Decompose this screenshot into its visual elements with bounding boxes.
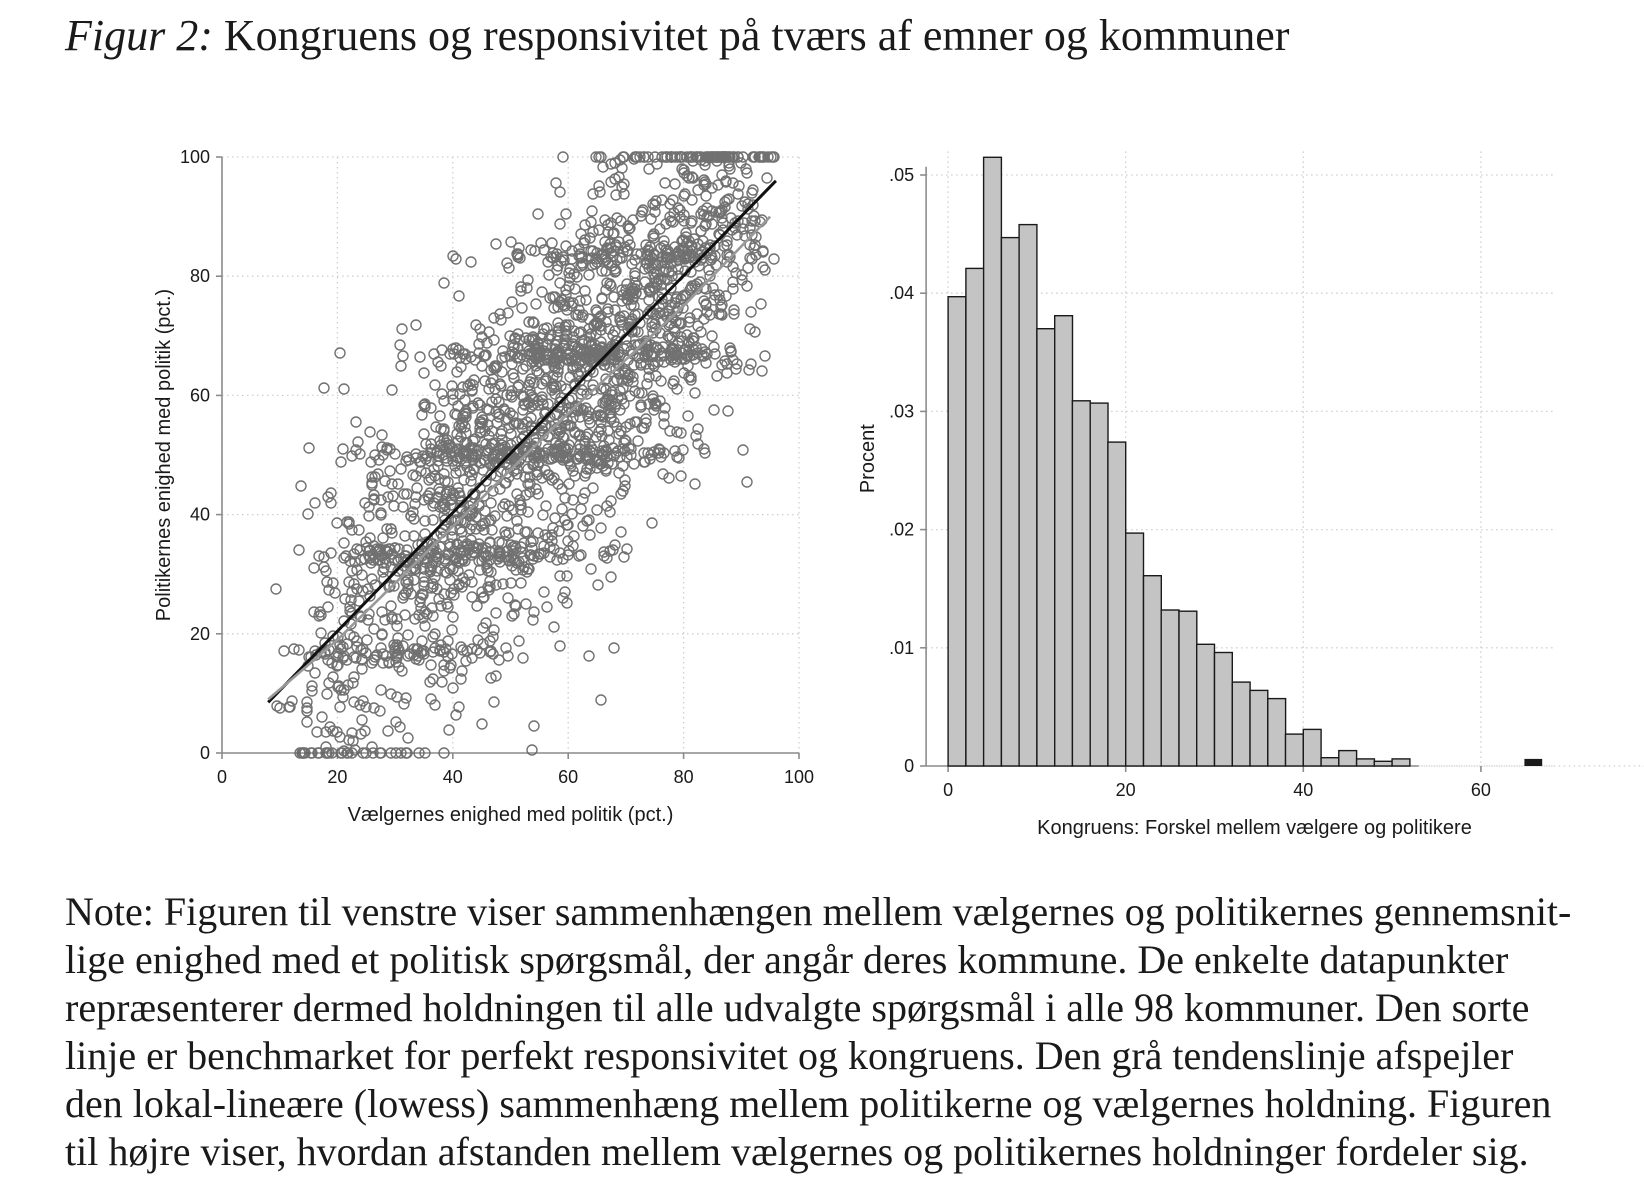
svg-text:20: 20 [190, 624, 210, 644]
svg-text:Procent: Procent [857, 424, 879, 493]
svg-text:.03: .03 [889, 401, 914, 421]
svg-text:0: 0 [904, 756, 914, 776]
svg-text:100: 100 [180, 147, 210, 167]
svg-text:60: 60 [1471, 780, 1491, 800]
svg-text:60: 60 [190, 385, 210, 405]
svg-text:0: 0 [217, 767, 227, 787]
svg-text:20: 20 [1116, 780, 1136, 800]
svg-text:.01: .01 [889, 638, 914, 658]
svg-text:Vælgernes enighed med politik: Vælgernes enighed med politik (pct.) [348, 804, 674, 826]
svg-text:.05: .05 [889, 165, 914, 185]
svg-text:80: 80 [674, 767, 694, 787]
svg-text:Kongruens: Forskel mellem vælg: Kongruens: Forskel mellem vælgere og pol… [1037, 817, 1472, 839]
svg-text:0: 0 [200, 743, 210, 763]
svg-text:40: 40 [1293, 780, 1313, 800]
svg-text:.04: .04 [889, 283, 914, 303]
svg-text:100: 100 [784, 767, 814, 787]
svg-text:40: 40 [443, 767, 463, 787]
svg-text:80: 80 [190, 266, 210, 286]
svg-text:.02: .02 [889, 520, 914, 540]
svg-text:60: 60 [558, 767, 578, 787]
svg-text:Politikernes enighed med polit: Politikernes enighed med politik (pct.) [153, 289, 175, 621]
svg-text:40: 40 [190, 505, 210, 525]
svg-text:0: 0 [943, 780, 953, 800]
svg-text:20: 20 [327, 767, 347, 787]
